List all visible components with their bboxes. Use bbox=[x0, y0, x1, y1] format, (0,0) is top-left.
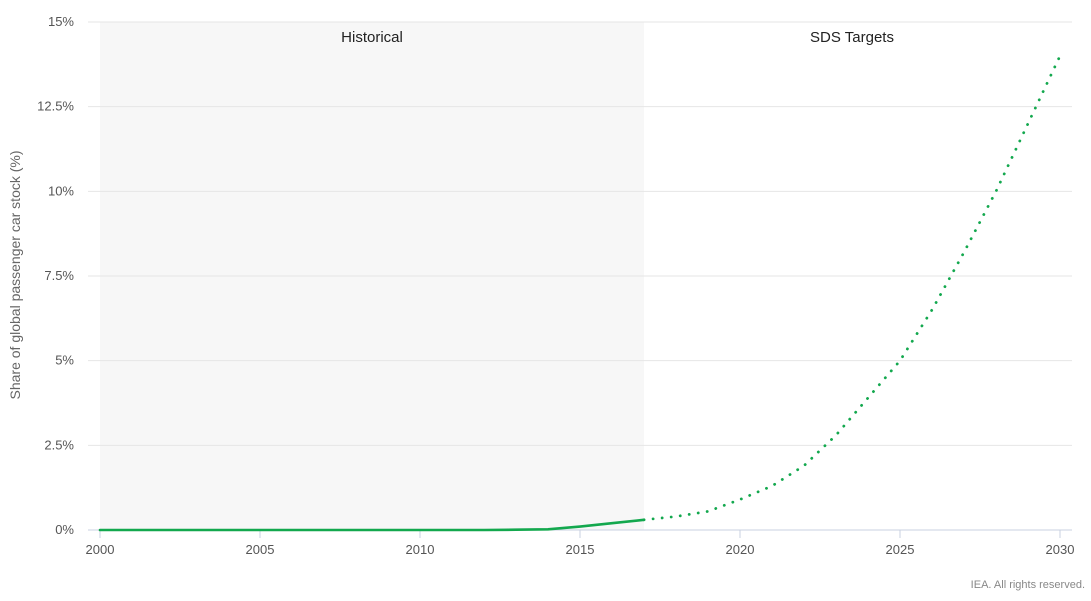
x-axis-ticks: 2000 2005 2010 2015 2020 2025 2030 bbox=[86, 530, 1075, 557]
y-tick-label: 2.5% bbox=[44, 437, 74, 452]
x-tick-label: 2025 bbox=[886, 542, 915, 557]
series-lines bbox=[98, 54, 1062, 532]
y-tick-label: 0% bbox=[55, 522, 74, 537]
y-axis-label: Share of global passenger car stock (%) bbox=[7, 150, 23, 399]
x-tick-label: 2005 bbox=[246, 542, 275, 557]
copyright-credit: IEA. All rights reserved. bbox=[970, 579, 1085, 591]
y-tick-label: 12.5% bbox=[37, 99, 74, 114]
band-label-1: SDS Targets bbox=[810, 29, 894, 46]
x-tick-label: 2000 bbox=[86, 542, 115, 557]
series-line-solid bbox=[98, 518, 646, 532]
x-tick-label: 2020 bbox=[726, 542, 755, 557]
band-label-0: Historical bbox=[341, 29, 403, 46]
x-tick-label: 2030 bbox=[1046, 542, 1075, 557]
y-tick-label: 10% bbox=[48, 183, 74, 198]
y-axis-ticks: 0% 2.5% 5% 7.5% 10% 12.5% 15% bbox=[37, 14, 74, 537]
x-tick-label: 2010 bbox=[406, 542, 435, 557]
y-tick-label: 7.5% bbox=[44, 268, 74, 283]
y-tick-label: 5% bbox=[55, 353, 74, 368]
x-tick-label: 2015 bbox=[566, 542, 595, 557]
y-tick-label: 15% bbox=[48, 14, 74, 29]
